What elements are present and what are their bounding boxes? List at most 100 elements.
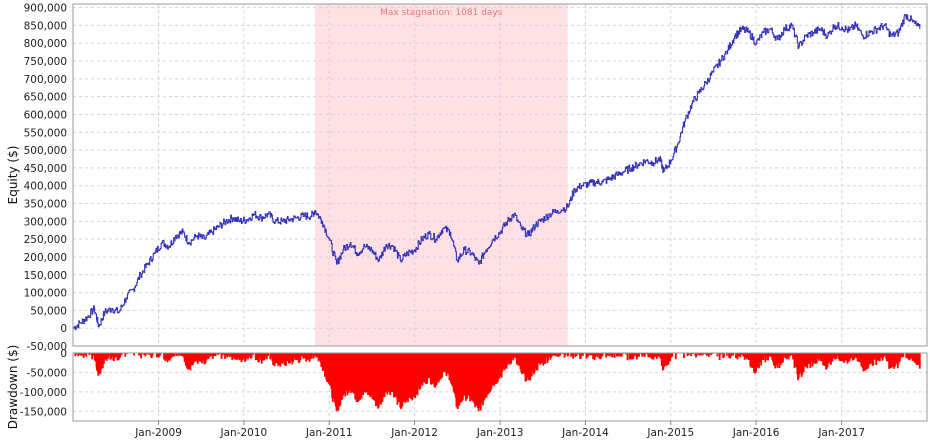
drawdown-bar [224,353,226,359]
drawdown-bar [918,353,921,369]
drawdown-bar [124,353,127,357]
drawdown-ytick-label: -100,000 [20,387,67,399]
drawdown-bar [233,353,236,360]
drawdown-bar [575,353,578,356]
x-tick-label: Jan-2010 [220,427,268,439]
drawdown-bar [180,353,183,356]
drawdown-bar [196,353,199,364]
drawdown-bar [579,353,582,359]
drawdown-bar [214,353,217,357]
stagnation-band [314,4,568,346]
drawdown-frame [72,352,928,422]
equity-ytick-label: 700,000 [24,74,67,86]
drawdown-bar [207,353,210,359]
drawdown-bar [740,353,743,355]
drawdown-bar [653,353,656,357]
drawdown-bar [231,353,234,361]
drawdown-bar [658,353,660,357]
drawdown-bar [831,353,834,362]
drawdown-bar [619,353,622,357]
drawdown-bar [269,353,272,360]
drawdown-bar [596,353,599,358]
drawdown-bar [739,353,742,358]
drawdown-bar [705,353,708,356]
drawdown-bar [767,353,769,361]
drawdown-bar [91,353,94,356]
drawdown-bar [222,353,224,355]
drawdown-bar [641,353,644,357]
x-tick-label: Jan-2014 [561,427,609,439]
drawdown-bar [91,353,93,360]
drawdown-bar [728,353,730,358]
drawdown-bar [835,353,838,359]
drawdown-bar [902,353,905,357]
drawdown-bar [853,353,856,360]
drawdown-bar [744,353,747,358]
drawdown-bar [587,353,590,355]
drawdown-bar [695,353,698,357]
drawdown-bar [556,353,558,355]
drawdown-bar [742,353,745,357]
drawdown-bar [250,353,253,358]
drawdown-bar [305,353,307,362]
drawdown-bar [179,353,181,356]
drawdown-bar [690,353,692,356]
drawdown-bar [75,353,77,355]
x-tick-label: Jan-2013 [476,427,524,439]
drawdown-bar [557,353,559,357]
drawdown-bar [303,353,305,358]
drawdown-bar [789,353,792,357]
drawdown-bar [611,353,614,358]
drawdown-bar [82,353,85,358]
drawdown-bar [585,353,588,359]
drawdown-bar [710,353,712,356]
drawdown-bar [613,353,616,358]
drawdown-bar [587,353,589,357]
drawdown-bar [144,353,147,357]
equity-ytick-label: 850,000 [24,20,67,32]
drawdown-bar [879,353,882,357]
drawdown-bar [649,353,652,358]
drawdown-bar [638,353,640,357]
drawdown-bar [592,353,594,360]
drawdown-bar [77,353,79,357]
x-tick-label: Jan-2016 [732,427,780,439]
drawdown-bar [544,353,547,364]
equity-ytick-label: 750,000 [24,56,67,68]
drawdown-bar [209,353,211,357]
drawdown-bar [782,353,784,363]
drawdown-bar [107,353,110,359]
drawdown-bar [606,353,609,356]
drawdown-bar [140,353,142,359]
drawdown-bar [559,353,562,356]
drawdown-bar [564,353,567,356]
equity-ytick-label: 500,000 [24,145,67,157]
drawdown-bar [683,353,685,358]
drawdown-bar [832,353,835,359]
equity-ytick-label: 0 [60,323,67,335]
drawdown-bar [905,353,908,358]
x-tick-label: Jan-2009 [134,427,182,439]
equity-ytick-label: 100,000 [24,288,67,300]
drawdown-bar [708,353,710,357]
drawdown-bar [899,353,901,362]
drawdown-bar [547,353,550,361]
drawdown-bar [836,353,839,356]
equity-ytick-label: 300,000 [24,216,67,228]
drawdown-bar [234,353,237,360]
drawdown-bar [582,353,584,356]
drawdown-bar [656,353,659,356]
equity-ytick-label: 900,000 [24,3,67,15]
drawdown-bar [667,353,670,365]
drawdown-bar [74,353,77,357]
drawdown-bar [220,353,223,359]
drawdown-bar [224,353,227,356]
drawdown-bar [574,353,577,358]
drawdown-bar [258,353,260,362]
stagnation-label: Max stagnation: 1081 days [380,8,503,18]
drawdown-bar [699,353,702,356]
drawdown-bar [143,353,145,355]
x-tick-label: Jan-2012 [390,427,438,439]
drawdown-bar [553,353,555,356]
